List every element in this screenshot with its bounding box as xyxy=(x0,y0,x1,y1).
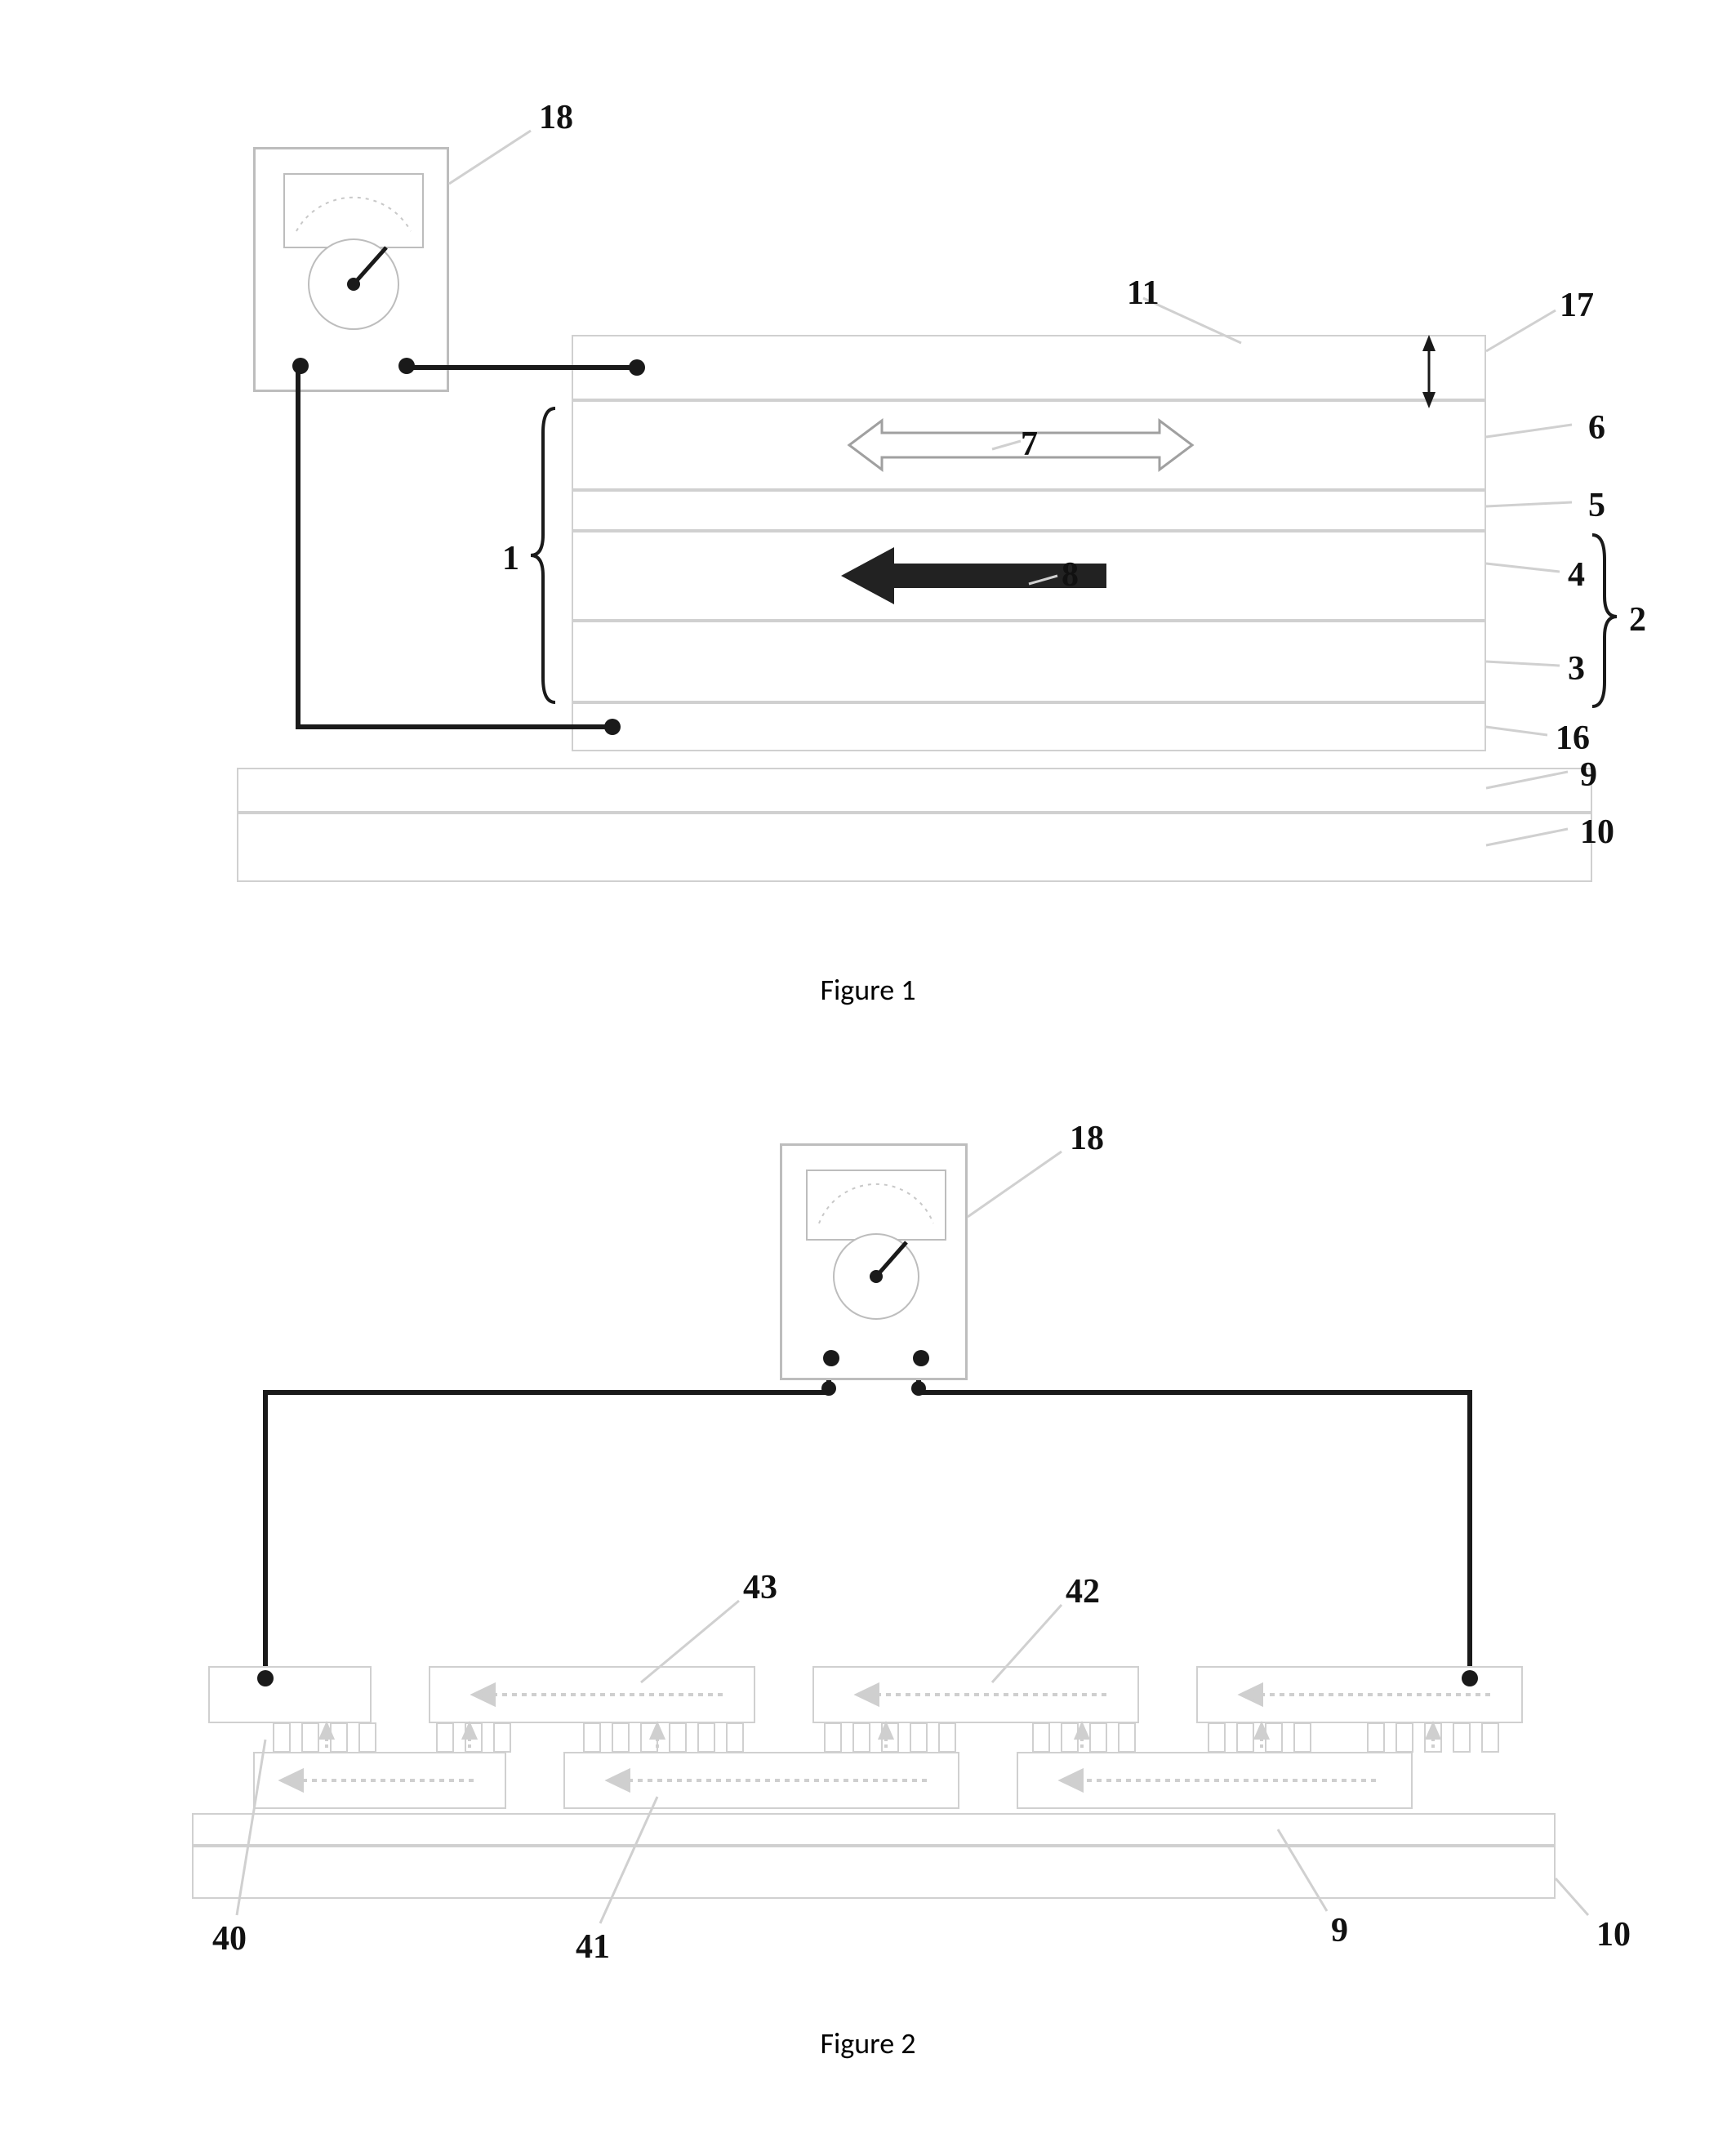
label-2: 2 xyxy=(1629,600,1646,639)
figure-1-caption: Figure 1 xyxy=(0,972,1736,1008)
label-1: 1 xyxy=(502,539,519,578)
label-17: 17 xyxy=(1560,286,1594,325)
figure-2: 18 43 42 40 41 9 10 xyxy=(29,1094,1711,1976)
label-43: 43 xyxy=(743,1568,777,1607)
label-16: 16 xyxy=(1556,719,1590,758)
figure-2-caption: Figure 2 xyxy=(0,2025,1736,2061)
label-40: 40 xyxy=(212,1919,247,1958)
thickness-arrow-11 xyxy=(1422,335,1436,408)
label-10-f2: 10 xyxy=(1596,1915,1631,1954)
figure-1: 18 11 17 6 5 4 2 3 16 9 10 1 7 8 xyxy=(98,49,1649,947)
label-9: 9 xyxy=(1580,755,1597,795)
label-10: 10 xyxy=(1580,813,1614,852)
figure-1-overlay xyxy=(98,49,1649,947)
figure-2-overlay xyxy=(29,1094,1711,1976)
label-4: 4 xyxy=(1568,555,1585,595)
label-9-f2: 9 xyxy=(1331,1911,1348,1950)
label-11: 11 xyxy=(1127,274,1160,313)
label-3: 3 xyxy=(1568,649,1585,688)
label-41: 41 xyxy=(576,1927,610,1967)
label-42: 42 xyxy=(1066,1572,1100,1611)
label-8: 8 xyxy=(1062,555,1079,595)
label-5: 5 xyxy=(1588,486,1605,525)
label-18-f2: 18 xyxy=(1070,1119,1104,1158)
label-6: 6 xyxy=(1588,408,1605,448)
label-18: 18 xyxy=(539,98,573,137)
label-7: 7 xyxy=(1021,425,1038,464)
